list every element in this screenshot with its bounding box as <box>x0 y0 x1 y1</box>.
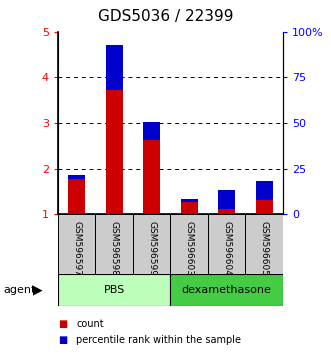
Bar <box>170 274 283 306</box>
Bar <box>256 181 273 214</box>
Text: percentile rank within the sample: percentile rank within the sample <box>76 335 241 345</box>
Text: GSM596597: GSM596597 <box>72 221 81 276</box>
Bar <box>181 199 198 214</box>
Bar <box>106 45 122 90</box>
Bar <box>106 45 122 214</box>
Bar <box>58 214 95 274</box>
Text: GDS5036 / 22399: GDS5036 / 22399 <box>98 9 233 24</box>
Text: PBS: PBS <box>104 285 125 295</box>
Text: count: count <box>76 319 104 329</box>
Bar <box>68 176 85 214</box>
Text: agent: agent <box>3 285 36 295</box>
Bar <box>133 214 170 274</box>
Bar <box>218 190 235 214</box>
Bar <box>208 214 246 274</box>
Text: dexamethasone: dexamethasone <box>182 285 272 295</box>
Bar <box>256 181 273 200</box>
Bar <box>58 274 170 306</box>
Text: GSM596598: GSM596598 <box>110 221 119 276</box>
Text: ■: ■ <box>58 335 67 345</box>
Text: ■: ■ <box>58 319 67 329</box>
Bar <box>143 122 160 214</box>
Bar <box>246 214 283 274</box>
Text: ▶: ▶ <box>33 284 43 297</box>
Bar <box>95 214 133 274</box>
Bar <box>143 122 160 140</box>
Text: GSM596599: GSM596599 <box>147 221 156 276</box>
Bar <box>170 214 208 274</box>
Text: GSM596603: GSM596603 <box>185 221 194 276</box>
Bar <box>218 190 235 209</box>
Bar <box>68 176 85 179</box>
Bar <box>181 199 198 202</box>
Text: GSM596605: GSM596605 <box>260 221 269 276</box>
Text: GSM596604: GSM596604 <box>222 221 231 276</box>
